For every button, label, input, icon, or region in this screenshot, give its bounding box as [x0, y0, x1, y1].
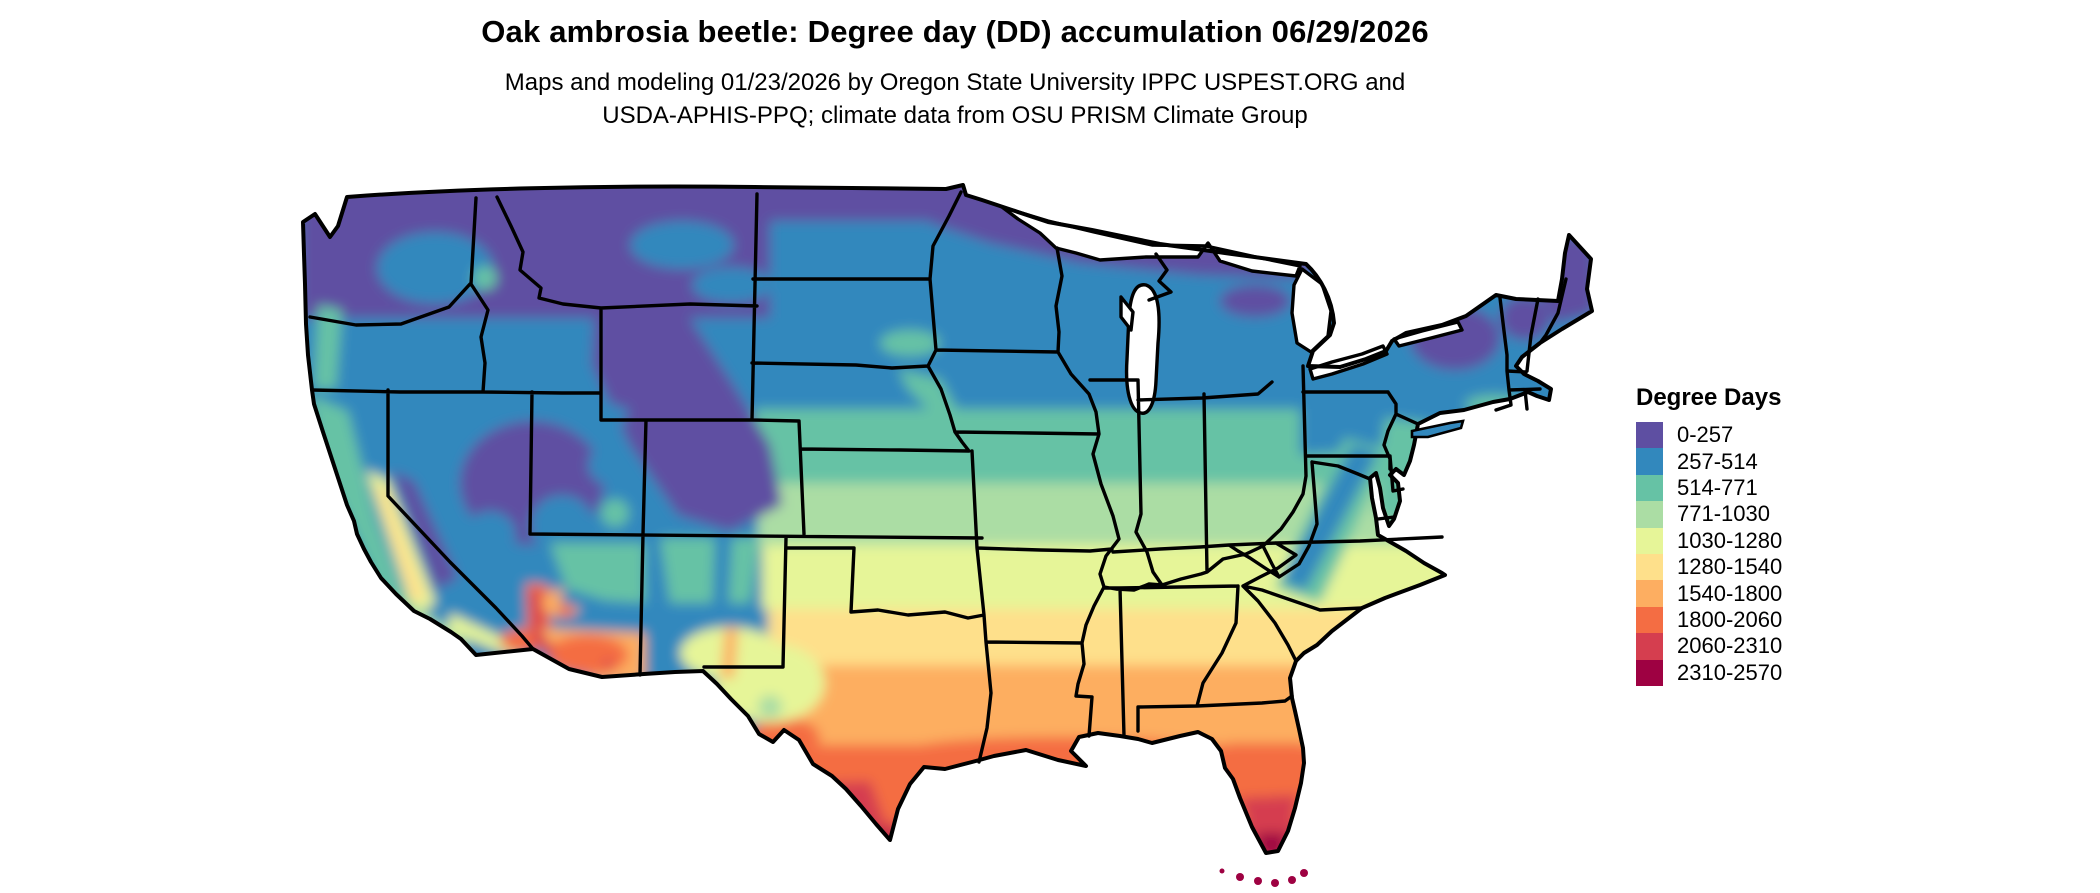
- map-legend: Degree Days 0-257 257-514 514-771 771-10…: [1636, 384, 1856, 686]
- legend-swatch: [1636, 606, 1663, 634]
- legend-item: 1280-1540: [1636, 553, 1856, 581]
- legend-swatch: [1636, 553, 1663, 581]
- legend-item: 0-257: [1636, 422, 1856, 449]
- legend-label: 2060-2310: [1677, 633, 1783, 659]
- legend-swatch: [1636, 527, 1663, 554]
- legend-item: 2060-2310: [1636, 633, 1856, 660]
- legend-label: 771-1030: [1677, 501, 1770, 527]
- page-title: Oak ambrosia beetle: Degree day (DD) acc…: [481, 14, 1429, 49]
- long-island: [1410, 419, 1465, 439]
- legend-label: 0-257: [1677, 422, 1734, 448]
- legend-label: 257-514: [1677, 448, 1758, 474]
- legend-swatch: [1636, 422, 1663, 449]
- legend-label: 1540-1800: [1677, 580, 1783, 606]
- great-lakes: [1000, 205, 1464, 415]
- legend-swatch: [1636, 633, 1663, 660]
- florida-keys: [1219, 868, 1308, 887]
- legend-swatch: [1636, 474, 1663, 502]
- legend-item: 771-1030: [1636, 501, 1856, 528]
- legend-item: 2310-2570: [1636, 659, 1856, 686]
- state-borders: [308, 190, 1568, 764]
- legend-label: 1030-1280: [1677, 527, 1783, 553]
- legend-label: 1280-1540: [1677, 554, 1783, 580]
- legend-label: 514-771: [1677, 474, 1758, 500]
- us-outline: [301, 183, 1594, 855]
- legend-item: 1800-2060: [1636, 606, 1856, 634]
- legend-items: 0-257 257-514 514-771 771-1030 1030-1280…: [1636, 422, 1856, 686]
- legend-label: 2310-2570: [1677, 659, 1783, 685]
- subtitle-line-2: USDA-APHIS-PPQ; climate data from OSU PR…: [602, 102, 1308, 129]
- legend-swatch: [1636, 501, 1663, 528]
- legend-title: Degree Days: [1636, 384, 1782, 411]
- legend-item: 257-514: [1636, 448, 1856, 475]
- legend-swatch: [1636, 580, 1663, 607]
- legend-label: 1800-2060: [1677, 606, 1783, 632]
- lake-michigan: [1124, 283, 1161, 415]
- legend-item: 514-771: [1636, 474, 1856, 502]
- legend-item: 1030-1280: [1636, 527, 1856, 554]
- green-bay: [1119, 295, 1135, 332]
- map-header: Oak ambrosia beetle: Degree day (DD) acc…: [0, 14, 1910, 132]
- us-degree-day-map: [300, 183, 1600, 893]
- conus-map-svg: [301, 183, 1594, 887]
- subtitle-line-1: Maps and modeling 01/23/2026 by Oregon S…: [504, 69, 1406, 96]
- legend-item: 1540-1800: [1636, 580, 1856, 607]
- legend-swatch: [1636, 659, 1663, 686]
- map-subtitle: Maps and modeling 01/23/2026 by Oregon S…: [0, 66, 1910, 132]
- legend-swatch: [1636, 448, 1663, 475]
